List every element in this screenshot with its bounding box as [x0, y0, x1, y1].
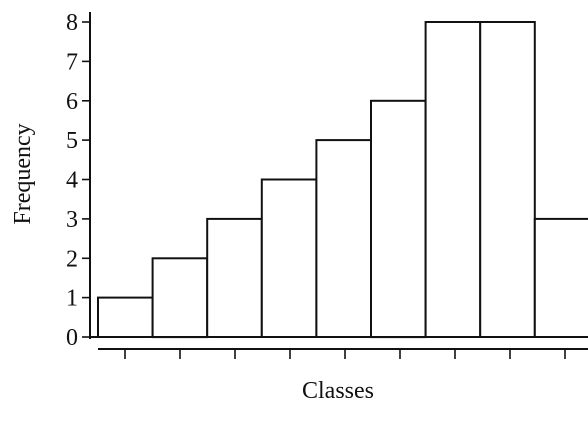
histogram-bar [206, 217, 263, 338]
histogram-bar [533, 217, 588, 338]
y-axis-tick-label: 0 [66, 325, 78, 351]
y-axis-tick-label: 1 [66, 286, 78, 312]
y-axis-tick-label: 8 [66, 10, 78, 36]
histogram-bar [97, 296, 154, 339]
histogram-bar [479, 21, 536, 338]
ticks-layer: 0 1 2 3 4 5 6 7 8 [66, 10, 566, 359]
x-axis-title: Classes [302, 378, 374, 404]
y-axis-tick-label: 6 [66, 89, 78, 115]
y-axis-tick-label: 2 [66, 246, 78, 272]
histogram-bar [315, 139, 372, 338]
bars-layer [97, 21, 588, 339]
histogram-bar [260, 178, 318, 338]
y-axis-tick-label: 7 [66, 49, 78, 75]
y-axis-tick-label: 4 [66, 168, 78, 194]
y-axis-title: Frequency [10, 123, 36, 224]
y-axis-tick-label: 5 [66, 128, 78, 154]
histogram-bar [424, 21, 482, 338]
y-axis-tick-label: 3 [66, 207, 78, 233]
histogram-bar [151, 257, 209, 339]
histogram-bar [370, 99, 427, 339]
